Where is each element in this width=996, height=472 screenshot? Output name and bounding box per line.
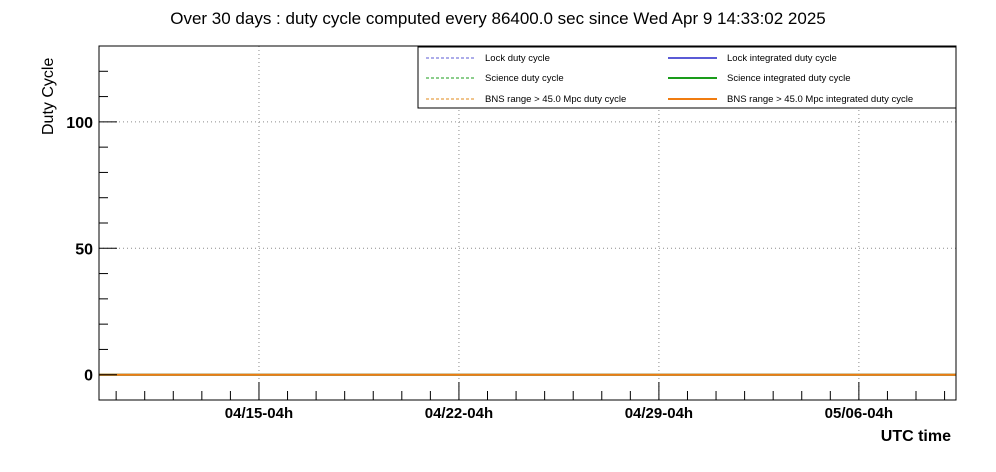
- legend-entry: Lock integrated duty cycle: [727, 53, 837, 64]
- legend-entry: BNS range > 45.0 Mpc integrated duty cyc…: [727, 94, 913, 105]
- x-tick-label: 04/29-04h: [625, 405, 693, 422]
- y-axis-label: Duty Cycle: [40, 58, 57, 135]
- legend-entry: BNS range > 45.0 Mpc duty cycle: [485, 94, 626, 105]
- chart-title: Over 30 days : duty cycle computed every…: [170, 9, 826, 28]
- x-tick-label: 05/06-04h: [825, 405, 893, 422]
- y-tick-label: 100: [66, 115, 93, 132]
- x-tick-label: 04/22-04h: [425, 405, 493, 422]
- legend: Lock duty cycle Science duty cycle BNS ran…: [417, 46, 957, 109]
- x-tick-label: 04/15-04h: [225, 405, 293, 422]
- x-axis: 04/15-04h 04/22-04h 04/29-04h 05/06-04h: [115, 382, 946, 422]
- y-tick-label: 50: [75, 241, 93, 258]
- y-axis: 0 50 100: [66, 45, 117, 401]
- legend-entry: Science integrated duty cycle: [727, 73, 851, 84]
- x-axis-label: UTC time: [881, 428, 951, 445]
- y-tick-label: 0: [84, 368, 93, 385]
- legend-entry: Lock duty cycle: [485, 53, 550, 64]
- legend-entry: Science duty cycle: [485, 73, 564, 84]
